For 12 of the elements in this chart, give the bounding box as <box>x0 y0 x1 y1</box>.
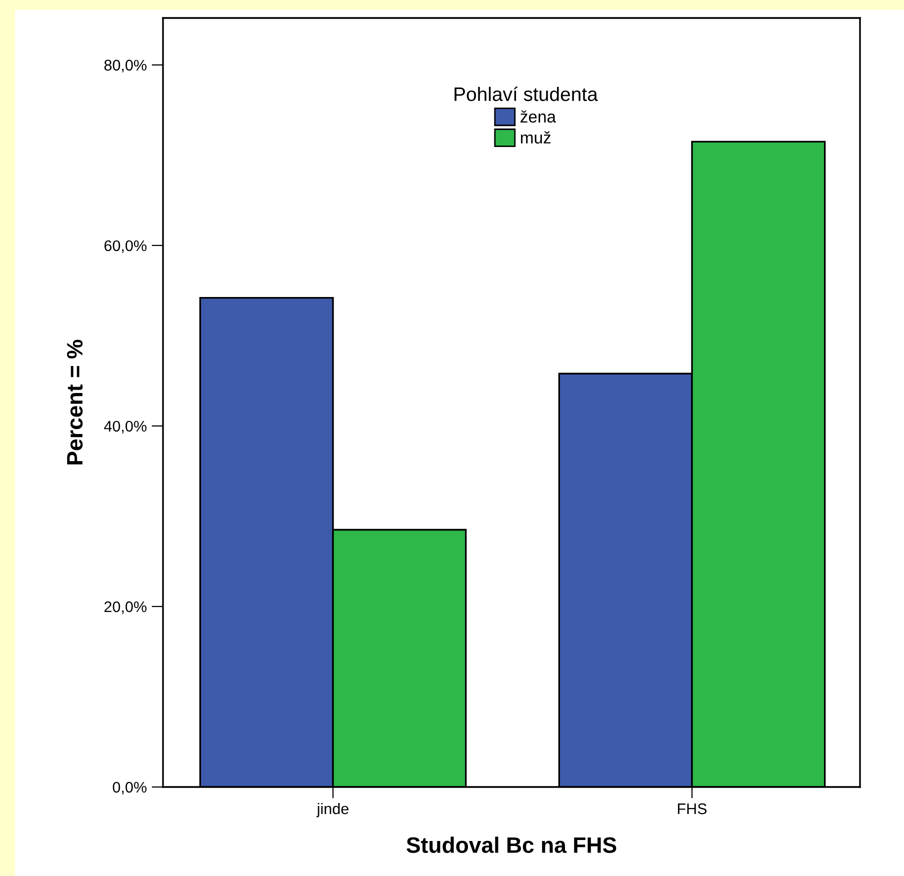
legend-label: žena <box>520 110 556 123</box>
y-tick-label: 0,0% <box>112 782 146 794</box>
y-tick-label: 40,0% <box>104 420 146 434</box>
y-tick-label: 20,0% <box>104 601 146 614</box>
x-tick-label: jinde <box>316 802 348 818</box>
y-tick-label: 80,0% <box>104 60 146 72</box>
x-axis-title: Studoval Bc na FHS <box>406 836 616 853</box>
y-axis-title: Percent = % <box>66 340 83 464</box>
legend-label: muž <box>520 131 551 144</box>
x-tick-label: FHS <box>678 803 707 814</box>
y-tick-label: 60,0% <box>104 240 146 253</box>
legend-title: Pohlaví studenta <box>454 86 598 102</box>
